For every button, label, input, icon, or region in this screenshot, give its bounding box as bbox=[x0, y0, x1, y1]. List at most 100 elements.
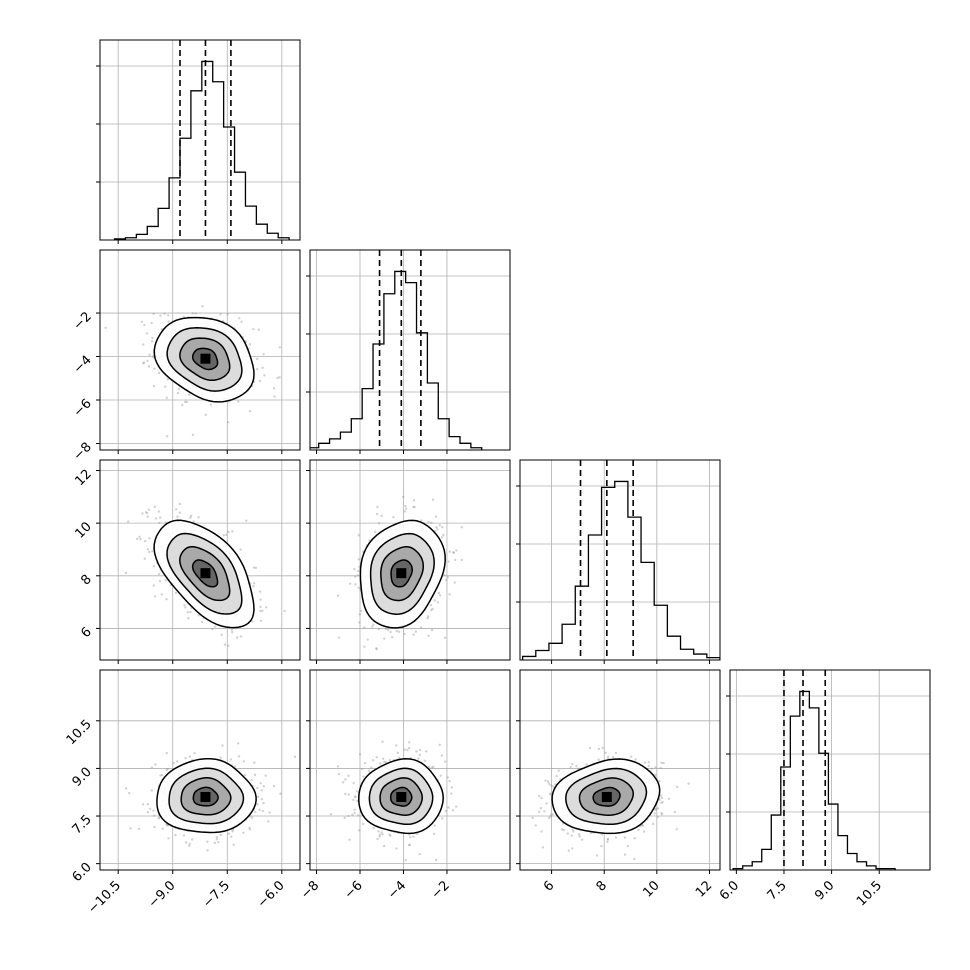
scatter-point bbox=[387, 628, 390, 632]
scatter-point bbox=[201, 305, 204, 308]
scatter-point bbox=[606, 840, 609, 844]
scatter-point bbox=[176, 515, 179, 518]
scatter-point bbox=[375, 756, 378, 759]
scatter-point bbox=[248, 409, 252, 413]
scatter-point bbox=[211, 628, 214, 631]
scatter-point bbox=[436, 528, 439, 531]
x-tick-label: 8 bbox=[594, 878, 610, 894]
scatter-point bbox=[348, 838, 351, 841]
scatter-point bbox=[337, 772, 341, 776]
scatter-point bbox=[242, 760, 246, 763]
histogram-panel bbox=[310, 250, 510, 450]
scatter-point bbox=[166, 823, 169, 827]
scatter-point bbox=[251, 620, 254, 623]
scatter-point bbox=[158, 579, 162, 583]
scatter-point bbox=[651, 822, 655, 826]
scatter-point bbox=[540, 830, 543, 833]
scatter-point bbox=[353, 808, 356, 811]
scatter-point bbox=[189, 514, 193, 518]
scatter-point bbox=[434, 858, 438, 862]
scatter-point bbox=[541, 846, 545, 849]
scatter-point bbox=[358, 565, 361, 568]
scatter-point bbox=[675, 828, 678, 831]
scatter-point bbox=[242, 831, 245, 835]
scatter-point bbox=[268, 811, 271, 814]
scatter-point bbox=[402, 495, 405, 499]
scatter-point bbox=[259, 605, 262, 609]
scatter-point bbox=[232, 843, 235, 846]
scatter-point bbox=[433, 599, 436, 602]
scatter-point bbox=[549, 815, 553, 818]
scatter-point bbox=[454, 558, 457, 562]
scatter-point bbox=[197, 614, 200, 617]
scatter-point bbox=[392, 515, 395, 519]
scatter-point bbox=[448, 593, 451, 596]
scatter-point bbox=[585, 763, 588, 766]
scatter-point bbox=[634, 758, 637, 761]
scatter-point bbox=[141, 512, 144, 515]
scatter-point bbox=[460, 525, 464, 529]
scatter-point bbox=[219, 313, 222, 316]
scatter-point bbox=[347, 774, 350, 778]
scatter-point bbox=[623, 836, 627, 839]
y-tick-label: 8 bbox=[78, 572, 94, 588]
scatter-point bbox=[253, 761, 256, 764]
scatter-point bbox=[427, 615, 430, 618]
scatter-point bbox=[372, 623, 375, 626]
scatter-point bbox=[575, 765, 578, 768]
scatter-point bbox=[430, 521, 433, 524]
scatter-point bbox=[273, 395, 276, 398]
scatter-point bbox=[355, 790, 359, 793]
scatter-point bbox=[420, 519, 423, 522]
y-tick-label: −8 bbox=[71, 440, 95, 464]
y-tick-label: 6.0 bbox=[70, 860, 95, 885]
scatter-point bbox=[377, 830, 380, 833]
scatter-point bbox=[343, 816, 346, 820]
scatter-point bbox=[279, 792, 282, 795]
scatter-point bbox=[252, 582, 256, 585]
x-tick-label: 10 bbox=[640, 878, 662, 900]
scatter-point bbox=[253, 810, 257, 813]
scatter-point bbox=[165, 768, 168, 772]
scatter-point bbox=[187, 844, 191, 847]
scatter-point bbox=[424, 750, 428, 753]
scatter-point bbox=[336, 765, 340, 768]
histogram-step bbox=[113, 60, 290, 240]
scatter-point bbox=[158, 521, 161, 525]
scatter-point bbox=[189, 516, 192, 519]
scatter-point bbox=[354, 583, 357, 586]
scatter-point bbox=[127, 791, 131, 795]
scatter-point bbox=[675, 785, 679, 789]
panel-frame bbox=[99, 459, 301, 661]
scatter-point bbox=[388, 833, 391, 836]
scatter-point bbox=[167, 837, 170, 840]
scatter-point bbox=[206, 849, 209, 852]
scatter-point bbox=[452, 551, 456, 554]
scatter-point bbox=[404, 858, 407, 862]
scatter-point bbox=[360, 767, 364, 771]
density-peak bbox=[200, 568, 211, 579]
scatter-point bbox=[597, 747, 601, 751]
scatter-point bbox=[184, 757, 187, 760]
y-tick-label: −2 bbox=[71, 309, 95, 333]
scatter-point bbox=[566, 832, 570, 835]
histogram-panel bbox=[730, 670, 930, 870]
scatter-point bbox=[259, 609, 262, 613]
scatter-panel bbox=[100, 460, 300, 660]
scatter-point bbox=[407, 741, 411, 744]
x-tick-label: −8 bbox=[298, 878, 322, 902]
scatter-point bbox=[654, 766, 657, 769]
scatter-point bbox=[231, 630, 234, 634]
scatter-point bbox=[172, 761, 175, 765]
scatter-point bbox=[193, 752, 196, 755]
scatter-point bbox=[357, 558, 361, 561]
scatter-point bbox=[261, 366, 264, 369]
scatter-point bbox=[152, 584, 156, 587]
scatter-point bbox=[261, 809, 265, 813]
scatter-point bbox=[611, 755, 615, 759]
scatter-point bbox=[222, 533, 226, 537]
scatter-point bbox=[153, 367, 156, 370]
scatter-point bbox=[217, 841, 220, 844]
density-peak bbox=[601, 791, 612, 802]
scatter-point bbox=[329, 813, 333, 816]
